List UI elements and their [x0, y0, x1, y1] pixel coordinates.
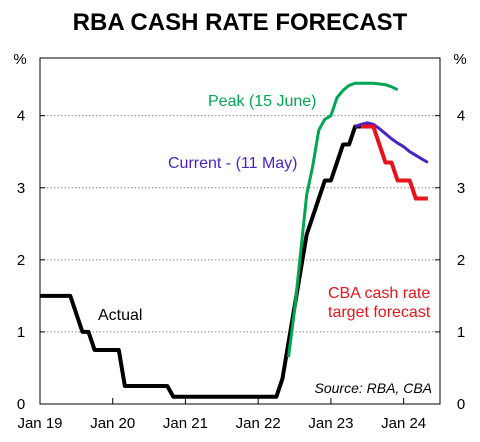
y-ticks-left: 0 1 2 3 4	[17, 108, 45, 413]
label-peak: Peak (15 June)	[208, 93, 317, 110]
y-tick-label-left: 1	[17, 324, 25, 341]
y-tick-label-right: 2	[457, 252, 465, 269]
y-tick-label-right: 1	[457, 324, 465, 341]
x-tick-label: Jan 20	[90, 415, 135, 432]
y-unit-left: %	[13, 51, 26, 68]
chart-title: RBA CASH RATE FORECAST	[73, 9, 408, 36]
x-tick-label: Jan 23	[308, 415, 353, 432]
plot-frame	[39, 57, 441, 405]
label-current: Current - (11 May)	[168, 155, 298, 172]
label-cba-line1: CBA cash rate	[328, 285, 430, 302]
x-ticks: Jan 19 Jan 20 Jan 21 Jan 22 Jan 23 Jan 24	[17, 398, 426, 432]
y-tick-label-right: 4	[457, 108, 465, 125]
series-line-current-11-may	[354, 121, 429, 164]
y-tick-label-right: 3	[457, 180, 465, 197]
x-tick-label: Jan 22	[236, 415, 281, 432]
x-tick-label: Jan 24	[381, 415, 426, 432]
y-tick-label-left: 2	[17, 252, 25, 269]
series-lines	[40, 81, 429, 399]
series-line-cba-cash-rate-target-forecast	[361, 124, 428, 201]
grid-lines	[40, 115, 440, 333]
label-cba-line2: target forecast	[328, 304, 431, 321]
y-unit-right: %	[453, 51, 466, 68]
x-tick-label: Jan 19	[17, 415, 62, 432]
source-note: Source: RBA, CBA	[315, 380, 433, 396]
y-tick-label-left: 0	[17, 396, 25, 413]
series-line-peak-15-june	[286, 81, 399, 358]
series-line-actual	[40, 124, 362, 399]
y-tick-label-left: 4	[17, 108, 25, 125]
y-tick-label-right: 0	[457, 396, 465, 413]
x-tick-label: Jan 21	[163, 415, 208, 432]
y-ticks-right: 0 1 2 3 4	[435, 108, 465, 413]
y-tick-label-left: 3	[17, 180, 25, 197]
label-actual: Actual	[98, 307, 142, 324]
